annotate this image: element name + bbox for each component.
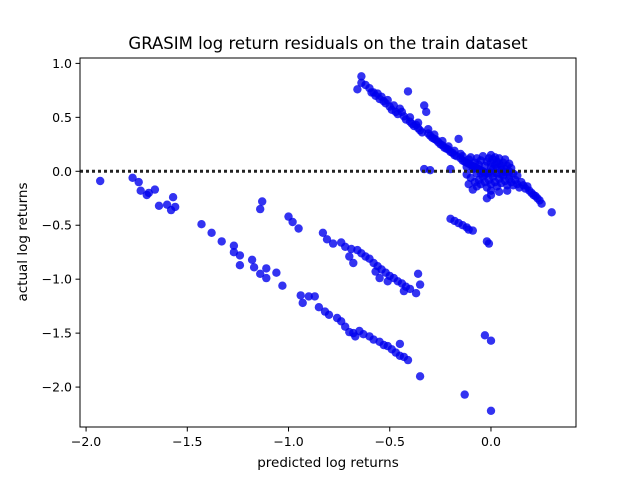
data-point bbox=[349, 258, 358, 268]
data-point bbox=[249, 263, 259, 272]
data-point bbox=[411, 289, 421, 298]
x-tick-label: −1.5 bbox=[172, 434, 202, 449]
y-tick-label: 0.0 bbox=[52, 164, 72, 179]
data-point bbox=[288, 217, 297, 227]
data-point bbox=[304, 292, 313, 301]
data-point bbox=[235, 251, 245, 260]
data-point bbox=[258, 197, 267, 206]
data-point bbox=[468, 226, 477, 235]
data-point bbox=[296, 291, 305, 300]
x-tick-label: −1.0 bbox=[273, 434, 303, 449]
data-point bbox=[494, 187, 504, 196]
x-axis-ticks: −2.0 −1.5 −1.0 −0.5 0.0 bbox=[71, 427, 501, 449]
data-points bbox=[96, 72, 556, 415]
data-point bbox=[272, 268, 281, 277]
data-point bbox=[415, 372, 425, 381]
data-point bbox=[294, 224, 303, 233]
data-point bbox=[262, 273, 271, 283]
y-axis-ticks: 1.0 0.5 0.0 −0.5 −1.0 −1.5 −2.0 bbox=[42, 56, 80, 395]
data-point bbox=[383, 277, 392, 286]
data-point bbox=[278, 281, 287, 290]
data-point bbox=[413, 269, 423, 278]
data-point bbox=[537, 199, 546, 208]
data-point bbox=[247, 255, 257, 264]
data-point bbox=[389, 101, 398, 110]
data-point bbox=[298, 298, 307, 308]
data-point bbox=[318, 228, 328, 237]
data-point bbox=[430, 130, 439, 139]
data-point bbox=[454, 134, 463, 144]
data-point bbox=[405, 113, 415, 122]
data-point bbox=[424, 125, 433, 134]
y-tick-label: −2.0 bbox=[42, 380, 72, 395]
x-tick-label: −2.0 bbox=[71, 434, 101, 449]
y-axis-label: actual log returns bbox=[15, 182, 31, 301]
y-tick-label: −0.5 bbox=[42, 218, 72, 233]
data-point bbox=[357, 72, 366, 81]
y-tick-label: 0.5 bbox=[52, 110, 72, 125]
data-point bbox=[171, 202, 180, 212]
data-point bbox=[547, 208, 556, 217]
data-point bbox=[128, 173, 137, 182]
data-point bbox=[438, 136, 447, 146]
data-point bbox=[262, 264, 271, 273]
y-tick-label: −1.0 bbox=[42, 272, 72, 287]
y-tick-label: −1.5 bbox=[42, 326, 72, 341]
data-point bbox=[480, 331, 490, 340]
data-point bbox=[513, 171, 522, 180]
data-point bbox=[422, 107, 431, 117]
data-point bbox=[369, 88, 378, 97]
data-point bbox=[256, 269, 265, 278]
data-point bbox=[217, 237, 226, 246]
data-point bbox=[486, 406, 496, 415]
data-point bbox=[353, 85, 362, 94]
data-point bbox=[235, 261, 245, 270]
data-point bbox=[314, 303, 324, 312]
data-point bbox=[324, 310, 334, 319]
data-point bbox=[444, 142, 453, 151]
data-point bbox=[168, 193, 178, 202]
data-point bbox=[486, 336, 496, 345]
data-point bbox=[328, 239, 338, 248]
data-point bbox=[345, 252, 354, 261]
data-point bbox=[484, 239, 494, 248]
data-point bbox=[468, 185, 477, 194]
data-point bbox=[322, 235, 332, 244]
data-point bbox=[383, 95, 392, 105]
data-point bbox=[420, 101, 429, 110]
x-axis-label: predicted log returns bbox=[257, 455, 399, 471]
x-tick-label: 0.0 bbox=[481, 434, 501, 449]
data-point bbox=[397, 107, 407, 117]
data-point bbox=[134, 177, 143, 187]
chart-title: GRASIM log return residuals on the train… bbox=[128, 34, 528, 53]
data-point bbox=[456, 149, 465, 159]
data-point bbox=[403, 87, 413, 96]
data-point bbox=[256, 204, 265, 214]
data-point bbox=[395, 339, 405, 349]
data-point bbox=[399, 286, 409, 296]
data-point bbox=[310, 292, 319, 301]
x-tick-label: −0.5 bbox=[375, 434, 405, 449]
data-point bbox=[154, 201, 164, 210]
data-point bbox=[460, 390, 469, 399]
data-point bbox=[482, 194, 492, 203]
data-point bbox=[415, 280, 425, 289]
data-point bbox=[96, 176, 105, 186]
data-point bbox=[136, 186, 145, 195]
data-point bbox=[403, 355, 413, 365]
data-point bbox=[375, 273, 384, 283]
data-point bbox=[371, 267, 380, 276]
data-point bbox=[413, 118, 423, 127]
data-point bbox=[142, 190, 151, 200]
data-point bbox=[197, 220, 206, 229]
data-point bbox=[229, 241, 239, 250]
data-point bbox=[503, 186, 512, 195]
data-point bbox=[150, 185, 160, 194]
y-tick-label: 1.0 bbox=[52, 56, 72, 71]
data-point bbox=[486, 186, 496, 195]
data-point bbox=[207, 228, 216, 237]
plot-area-frame bbox=[79, 57, 577, 428]
